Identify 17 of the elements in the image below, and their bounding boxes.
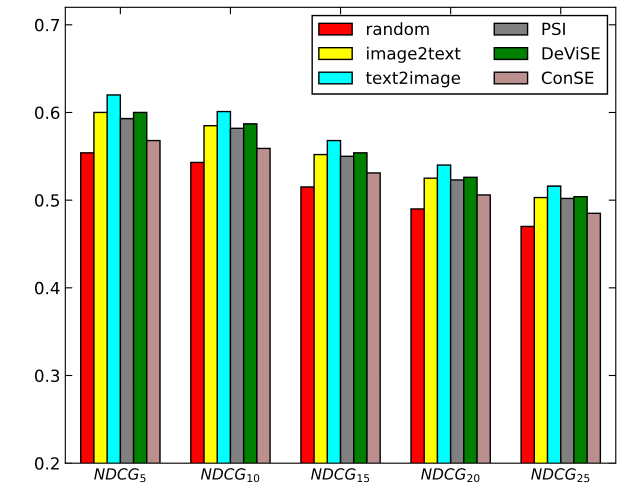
legend-label: DeViSE (542, 46, 600, 60)
y-tick-label: 0.7 (35, 18, 60, 32)
x-tick-label: NDCG$_{25}$ (531, 468, 590, 482)
legend-label: ConSE (542, 71, 594, 84)
y-tick-label: 0.2 (35, 457, 59, 470)
x-tick-label: NDCG$_{15}$ (311, 468, 370, 482)
x-tick-label: NDCG$_{10}$ (200, 468, 260, 482)
x-tick-label: NDCG$_{20}$ (421, 468, 480, 482)
legend-label: random (367, 22, 429, 36)
legend-label: text2image (366, 71, 460, 88)
y-tick-label: 0.4 (35, 282, 60, 294)
y-tick-label: 0.5 (35, 194, 59, 207)
y-tick-label: 0.6 (35, 106, 60, 120)
legend-label: image2text (367, 46, 461, 63)
y-tick-label: 0.3 (35, 369, 60, 382)
legend-label: PSI (542, 22, 565, 36)
x-tick-label: NDCG$_{5}$ (94, 468, 146, 482)
